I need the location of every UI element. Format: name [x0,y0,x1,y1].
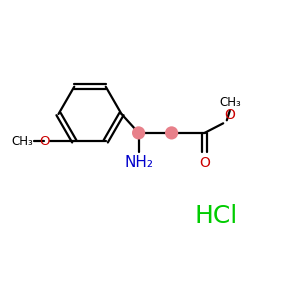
Text: CH₃: CH₃ [11,135,33,148]
Text: CH₃: CH₃ [219,96,241,109]
Text: O: O [39,135,50,148]
Text: NH₂: NH₂ [124,155,153,170]
Text: O: O [224,108,235,122]
Circle shape [132,126,145,140]
Text: O: O [199,156,210,170]
Text: HCl: HCl [194,204,238,228]
Circle shape [165,126,178,140]
